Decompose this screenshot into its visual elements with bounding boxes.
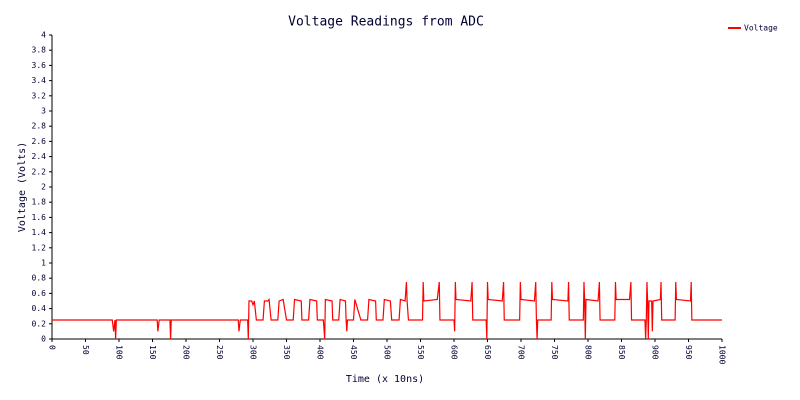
x-tick-label: 850 — [617, 345, 626, 360]
y-tick-label: 2.4 — [32, 152, 47, 161]
y-tick-label: 1.4 — [32, 228, 47, 237]
x-tick-label: 800 — [584, 345, 593, 360]
y-tick-label: 3.8 — [32, 46, 47, 55]
x-tick-label: 750 — [550, 345, 559, 360]
x-tick-label: 950 — [684, 345, 693, 360]
x-tick-label: 1000 — [718, 345, 727, 364]
y-tick-label: 2.8 — [32, 122, 47, 131]
chart-title: Voltage Readings from ADC — [288, 15, 484, 30]
x-tick-label: 700 — [517, 345, 526, 360]
x-tick-label: 650 — [483, 345, 492, 360]
y-tick-label: 3.2 — [32, 91, 47, 100]
x-tick-label: 250 — [215, 345, 224, 360]
y-tick-label: 0.2 — [32, 319, 47, 328]
x-axis-label: Time (x 10ns) — [346, 374, 424, 385]
x-tick-label: 200 — [182, 345, 191, 360]
y-tick-label: 3 — [41, 107, 46, 116]
y-tick-label: 0 — [41, 335, 46, 344]
y-axis-label: Voltage (Volts) — [17, 142, 28, 232]
x-tick-label: 350 — [282, 345, 291, 360]
x-tick-label: 300 — [249, 345, 258, 360]
y-tick-label: 1.6 — [32, 213, 47, 222]
y-tick-label: 2.2 — [32, 167, 47, 176]
data-line — [52, 281, 722, 340]
x-tick-label: 150 — [148, 345, 157, 360]
x-tick-label: 50 — [81, 345, 90, 355]
y-tick-label: 4 — [41, 31, 46, 40]
y-tick-label: 2.6 — [32, 137, 47, 146]
x-tick-label: 600 — [450, 345, 459, 360]
y-tick-label: 0.4 — [32, 304, 47, 313]
x-tick-label: 400 — [316, 345, 325, 360]
y-tick-label: 1 — [41, 259, 46, 268]
x-tick-label: 500 — [383, 345, 392, 360]
y-tick-label: 0.6 — [32, 289, 47, 298]
y-tick-label: 2 — [41, 183, 46, 192]
x-tick-label: 450 — [349, 345, 358, 360]
y-tick-label: 3.6 — [32, 61, 47, 70]
legend-label: Voltage — [744, 24, 778, 33]
x-tick-label: 900 — [651, 345, 660, 360]
y-tick-label: 3.4 — [32, 76, 47, 85]
y-tick-label: 1.8 — [32, 198, 47, 207]
y-tick-label: 1.2 — [32, 243, 47, 252]
x-tick-label: 100 — [115, 345, 124, 360]
x-tick-label: 550 — [416, 345, 425, 360]
x-tick-label: 0 — [48, 345, 57, 350]
y-tick-label: 0.8 — [32, 274, 47, 283]
